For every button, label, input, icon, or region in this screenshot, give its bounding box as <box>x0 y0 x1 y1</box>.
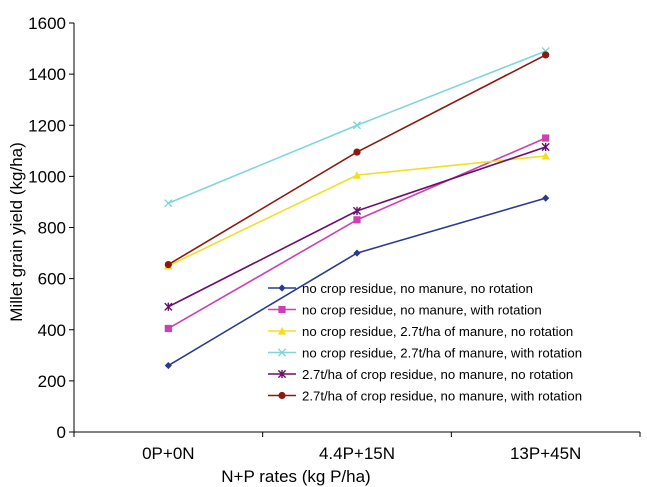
y-tick-label: 1600 <box>28 14 66 33</box>
y-tick-label: 600 <box>38 270 66 289</box>
series-4 <box>164 47 550 208</box>
legend-swatch-marker <box>278 305 286 314</box>
data-point <box>352 121 362 130</box>
series-1 <box>164 194 550 370</box>
legend-label: no crop residue, 2.7t/ha of manure, with… <box>302 346 582 361</box>
data-point <box>352 206 362 215</box>
legend-swatch-marker <box>277 326 287 335</box>
data-point <box>164 302 173 311</box>
data-point <box>352 170 362 179</box>
legend-label: no crop residue, 2.7t/ha of manure, no r… <box>302 324 573 339</box>
legend: no crop residue, no manure, no rotation n… <box>268 281 582 404</box>
y-tick-label: 1200 <box>28 116 66 135</box>
legend-item: 2.7t/ha of crop residue, no manure, with… <box>268 389 582 404</box>
legend-label: 2.7t/ha of crop residue, no manure, with… <box>302 389 582 404</box>
legend-item: no crop residue, 2.7t/ha of manure, no r… <box>268 324 573 339</box>
data-point <box>164 199 173 208</box>
y-tick-label: 800 <box>38 219 66 238</box>
series-2 <box>164 134 550 333</box>
x-tick-labels: 0P+0N 4.4P+15N 13P+45N <box>142 444 581 463</box>
data-point <box>353 148 361 156</box>
data-point <box>542 134 550 142</box>
series-line <box>168 50 546 204</box>
y-axis-label: Millet grain yield (kg/ha) <box>7 142 26 322</box>
series-line <box>167 54 547 266</box>
legend-item: 2.7t/ha of crop residue, no manure, no r… <box>268 367 573 382</box>
axes <box>69 22 641 437</box>
data-point <box>164 361 172 370</box>
x-tick-label: 13P+45N <box>510 444 581 463</box>
legend-swatch-marker <box>278 391 286 400</box>
data-point <box>541 151 550 160</box>
data-point <box>353 249 361 257</box>
data-point <box>541 142 550 152</box>
y-tick-label: 1400 <box>28 65 66 84</box>
data-point <box>353 216 361 224</box>
data-point <box>164 260 172 269</box>
series-5 <box>164 142 550 311</box>
x-tick-label: 4.4P+15N <box>319 444 395 463</box>
data-point <box>164 324 172 333</box>
data-point <box>542 51 550 59</box>
legend-swatch-marker <box>278 284 286 292</box>
legend-item: no crop residue, no manure, no rotation <box>268 281 533 296</box>
legend-item: no crop residue, no manure, with rotatio… <box>268 303 542 318</box>
y-tick-label: 0 <box>57 423 66 442</box>
y-tick-labels: 0 200 400 600 800 1000 1200 1400 1600 <box>28 14 66 442</box>
legend-label: no crop residue, no manure, with rotatio… <box>302 303 542 318</box>
x-tick-label: 0P+0N <box>142 444 194 463</box>
legend-swatch-marker <box>277 348 287 357</box>
y-tick-label: 400 <box>38 321 66 340</box>
y-tick-label: 200 <box>38 372 66 391</box>
series-6 <box>164 51 550 269</box>
y-tick-label: 1000 <box>28 167 66 186</box>
legend-item: no crop residue, 2.7t/ha of manure, with… <box>268 346 582 361</box>
data-point <box>542 194 550 202</box>
x-axis-label: N+P rates (kg P/ha) <box>221 467 370 486</box>
series-layer <box>164 47 550 370</box>
legend-label: 2.7t/ha of crop residue, no manure, no r… <box>302 367 573 382</box>
legend-swatch-marker <box>277 369 287 379</box>
legend-label: no crop residue, no manure, no rotation <box>302 281 533 296</box>
